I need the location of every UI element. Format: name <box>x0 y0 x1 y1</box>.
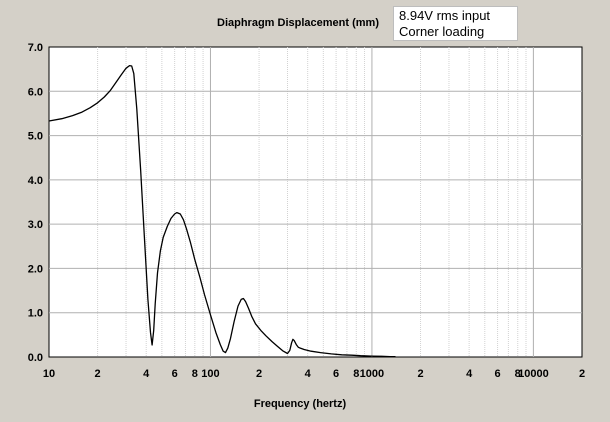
x-tick-label: 1000 <box>360 368 384 380</box>
x-tick-label: 8 <box>192 368 198 380</box>
annotation-box: 8.94V rms input Corner loading <box>393 6 518 41</box>
x-tick-label: 2 <box>579 368 585 380</box>
annotation-line-1: 8.94V rms input <box>399 8 491 23</box>
y-tick-label: 6.0 <box>28 86 43 98</box>
x-tick-label: 100 <box>201 368 219 380</box>
x-tick-label: 2 <box>417 368 423 380</box>
y-tick-label: 7.0 <box>28 42 43 54</box>
x-axis-label: Frequency (hertz) <box>254 398 347 410</box>
series-layer <box>48 64 396 358</box>
y-axis-ticks: 0.0 1.0 2.0 3.0 4.0 5.0 6.0 7.0 <box>28 42 43 364</box>
y-tick-label: 4.0 <box>28 175 43 187</box>
x-tick-label: 4 <box>466 368 473 380</box>
x-tick-label: 10 <box>43 368 55 380</box>
y-tick-label: 2.0 <box>28 263 43 275</box>
y-tick-label: 0.0 <box>28 352 43 364</box>
x-tick-label: 2 <box>95 368 101 380</box>
x-tick-label: 6 <box>495 368 501 380</box>
y-tick-label: 5.0 <box>28 131 43 143</box>
x-tick-label: 10000 <box>518 368 549 380</box>
x-tick-label: 4 <box>143 368 150 380</box>
x-tick-label: 4 <box>305 368 312 380</box>
x-tick-label: 6 <box>333 368 339 380</box>
chart-title: Diaphragm Displacement (mm) <box>217 17 379 29</box>
grid <box>49 47 582 357</box>
x-tick-label: 8 <box>515 368 521 380</box>
x-tick-label: 6 <box>172 368 178 380</box>
annotation-line-2: Corner loading <box>399 24 485 39</box>
plot-area <box>48 46 583 358</box>
displacement-curve <box>48 64 396 358</box>
y-tick-label: 1.0 <box>28 308 43 320</box>
y-tick-label: 3.0 <box>28 219 43 231</box>
x-tick-label: 8 <box>353 368 359 380</box>
x-tick-label: 2 <box>256 368 262 380</box>
